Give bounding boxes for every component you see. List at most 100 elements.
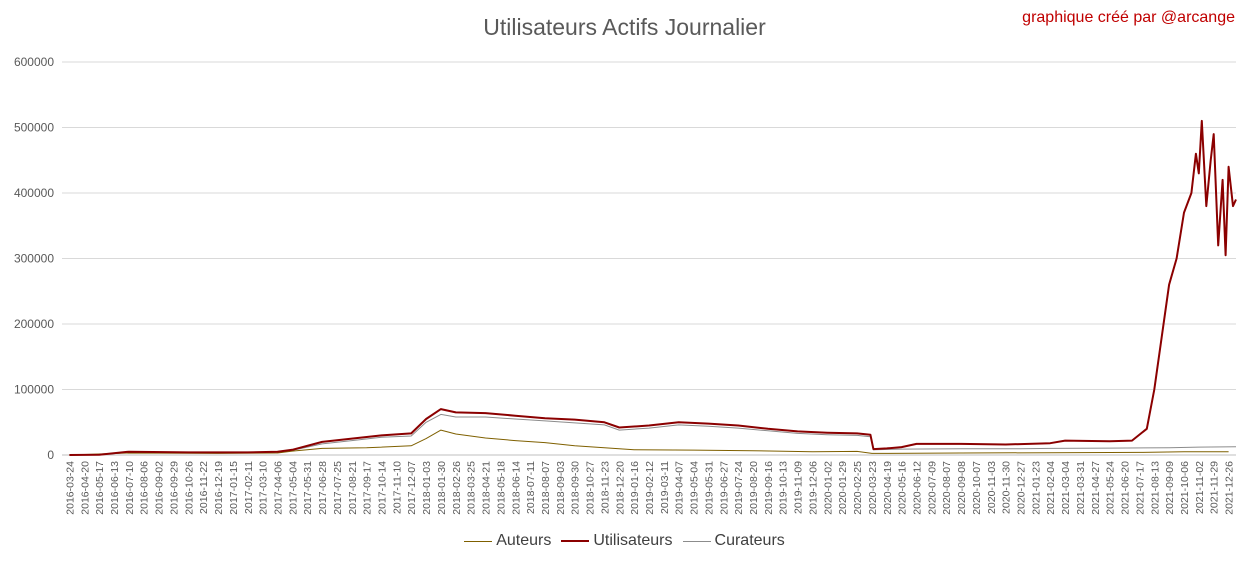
legend-item-auteurs: Auteurs bbox=[464, 532, 551, 550]
series-line-curateurs bbox=[69, 413, 1237, 456]
x-tick-label: 2017-03-10 bbox=[258, 461, 270, 515]
x-tick-label: 2017-05-31 bbox=[302, 461, 314, 515]
legend-swatch bbox=[464, 540, 493, 542]
x-tick-label: 2021-11-02 bbox=[1194, 461, 1206, 514]
x-tick-label: 2019-05-31 bbox=[703, 461, 715, 515]
x-tick-label: 2016-05-17 bbox=[94, 461, 106, 515]
x-tick-label: 2018-12-20 bbox=[614, 461, 626, 515]
legend: Auteurs Utilisateurs Curateurs bbox=[0, 532, 1249, 550]
x-tick-label: 2017-10-14 bbox=[377, 461, 389, 515]
legend-label: Utilisateurs bbox=[593, 532, 673, 549]
x-tick-label: 2019-08-20 bbox=[748, 461, 760, 515]
grid-layer bbox=[62, 61, 1236, 456]
x-tick-label: 2016-03-24 bbox=[64, 461, 76, 515]
x-tick-label: 2020-08-07 bbox=[941, 461, 953, 515]
x-tick-label: 2017-08-21 bbox=[347, 461, 359, 515]
x-tick-label: 2021-10-06 bbox=[1179, 461, 1191, 515]
legend-label: Auteurs bbox=[496, 532, 552, 549]
x-tick-label: 2020-06-12 bbox=[911, 461, 923, 515]
x-tick-label: 2021-01-23 bbox=[1030, 461, 1042, 515]
x-tick-label: 2016-08-06 bbox=[139, 461, 151, 515]
chart-title: Utilisateurs Actifs Journalier bbox=[483, 14, 766, 40]
y-tick-label: 100000 bbox=[14, 383, 54, 397]
y-tick-label: 400000 bbox=[14, 186, 54, 200]
x-tick-label: 2018-09-30 bbox=[570, 461, 582, 515]
x-tick-label: 2020-11-30 bbox=[1001, 461, 1013, 514]
x-tick-label: 2019-03-11 bbox=[659, 461, 671, 514]
x-tick-label: 2021-05-24 bbox=[1105, 461, 1117, 515]
x-tick-label: 2019-10-13 bbox=[778, 461, 790, 515]
legend-swatch bbox=[682, 540, 711, 542]
x-tick-label: 2020-01-29 bbox=[837, 461, 849, 515]
chart-credit: graphique créé par @arcange bbox=[1022, 9, 1235, 26]
x-tick-label: 2017-02-11 bbox=[243, 461, 255, 514]
x-tick-label: 2017-01-15 bbox=[228, 461, 240, 515]
x-tick-label: 2021-08-13 bbox=[1149, 461, 1161, 515]
y-tick-label: 0 bbox=[47, 448, 54, 462]
x-tick-label: 2019-04-07 bbox=[674, 461, 686, 515]
x-tick-label: 2021-11-29 bbox=[1209, 461, 1221, 514]
x-tick-label: 2017-07-25 bbox=[332, 461, 344, 515]
x-tick-label: 2016-06-13 bbox=[109, 461, 121, 515]
x-tick-label: 2017-11-10 bbox=[391, 461, 403, 514]
y-axis-ticks: 0 100000 200000 300000 400000 500000 600000 bbox=[14, 55, 54, 462]
series-line-auteurs bbox=[69, 429, 1229, 456]
x-tick-label: 2018-03-25 bbox=[466, 461, 478, 515]
x-tick-label: 2018-05-18 bbox=[495, 461, 507, 515]
x-tick-label: 2016-10-26 bbox=[183, 461, 195, 515]
x-tick-label: 2019-07-24 bbox=[733, 461, 745, 515]
x-tick-label: 2019-11-09 bbox=[793, 461, 805, 514]
x-tick-label: 2019-01-16 bbox=[629, 461, 641, 515]
x-tick-label: 2016-04-20 bbox=[79, 461, 91, 515]
x-tick-label: 2019-09-16 bbox=[763, 461, 775, 515]
x-tick-label: 2018-09-03 bbox=[555, 461, 567, 515]
x-tick-label: 2018-10-27 bbox=[585, 461, 597, 515]
x-tick-label: 2016-12-19 bbox=[213, 461, 225, 515]
legend-label: Curateurs bbox=[714, 532, 785, 549]
y-tick-label: 600000 bbox=[14, 55, 54, 69]
x-tick-label: 2016-09-02 bbox=[154, 461, 166, 515]
x-tick-label: 2021-02-04 bbox=[1045, 461, 1057, 515]
x-tick-label: 2020-09-08 bbox=[956, 461, 968, 515]
x-tick-label: 2020-07-09 bbox=[926, 461, 938, 515]
x-tick-label: 2019-12-06 bbox=[807, 461, 819, 515]
x-tick-label: 2017-04-06 bbox=[272, 461, 284, 515]
y-tick-label: 200000 bbox=[14, 317, 54, 331]
x-tick-label: 2018-04-21 bbox=[481, 461, 493, 515]
x-tick-label: 2021-03-04 bbox=[1060, 461, 1072, 515]
x-tick-label: 2017-12-07 bbox=[406, 461, 418, 515]
x-tick-label: 2019-06-27 bbox=[718, 461, 730, 515]
y-tick-label: 500000 bbox=[14, 121, 54, 135]
series-line-utilisateurs bbox=[69, 119, 1237, 456]
x-tick-label: 2018-07-11 bbox=[525, 461, 537, 514]
x-tick-label: 2016-11-22 bbox=[198, 461, 210, 514]
x-tick-label: 2021-09-09 bbox=[1164, 461, 1176, 515]
x-tick-label: 2021-07-17 bbox=[1134, 461, 1146, 515]
legend-swatch bbox=[561, 540, 590, 542]
x-tick-label: 2020-03-23 bbox=[867, 461, 879, 515]
x-tick-label: 2018-01-03 bbox=[421, 461, 433, 515]
x-tick-label: 2019-02-12 bbox=[644, 461, 656, 515]
x-tick-label: 2020-10-07 bbox=[971, 461, 983, 515]
x-tick-label: 2016-09-29 bbox=[168, 461, 180, 515]
x-tick-label: 2018-06-14 bbox=[510, 461, 522, 515]
x-tick-label: 2021-04-27 bbox=[1090, 461, 1102, 515]
x-tick-label: 2020-12-27 bbox=[1016, 461, 1028, 515]
x-tick-label: 2020-02-25 bbox=[852, 461, 864, 515]
x-tick-label: 2021-06-20 bbox=[1120, 461, 1132, 515]
legend-item-utilisateurs: Utilisateurs bbox=[561, 532, 673, 550]
series-layer bbox=[69, 119, 1237, 456]
y-tick-label: 300000 bbox=[14, 252, 54, 266]
x-tick-label: 2021-03-31 bbox=[1075, 461, 1087, 515]
x-tick-label: 2016-07-10 bbox=[124, 461, 136, 515]
x-tick-label: 2018-02-26 bbox=[451, 461, 463, 515]
x-tick-label: 2020-01-02 bbox=[822, 461, 834, 515]
x-tick-label: 2020-11-03 bbox=[986, 461, 998, 514]
x-axis-ticks: 2016-03-24 2016-04-20 2016-05-17 2016-06-13… bbox=[64, 461, 1235, 515]
x-tick-label: 2018-11-23 bbox=[599, 461, 611, 514]
x-tick-label: 2017-09-17 bbox=[362, 461, 374, 515]
x-tick-label: 2017-06-28 bbox=[317, 461, 329, 515]
x-tick-label: 2018-01-30 bbox=[436, 461, 448, 515]
